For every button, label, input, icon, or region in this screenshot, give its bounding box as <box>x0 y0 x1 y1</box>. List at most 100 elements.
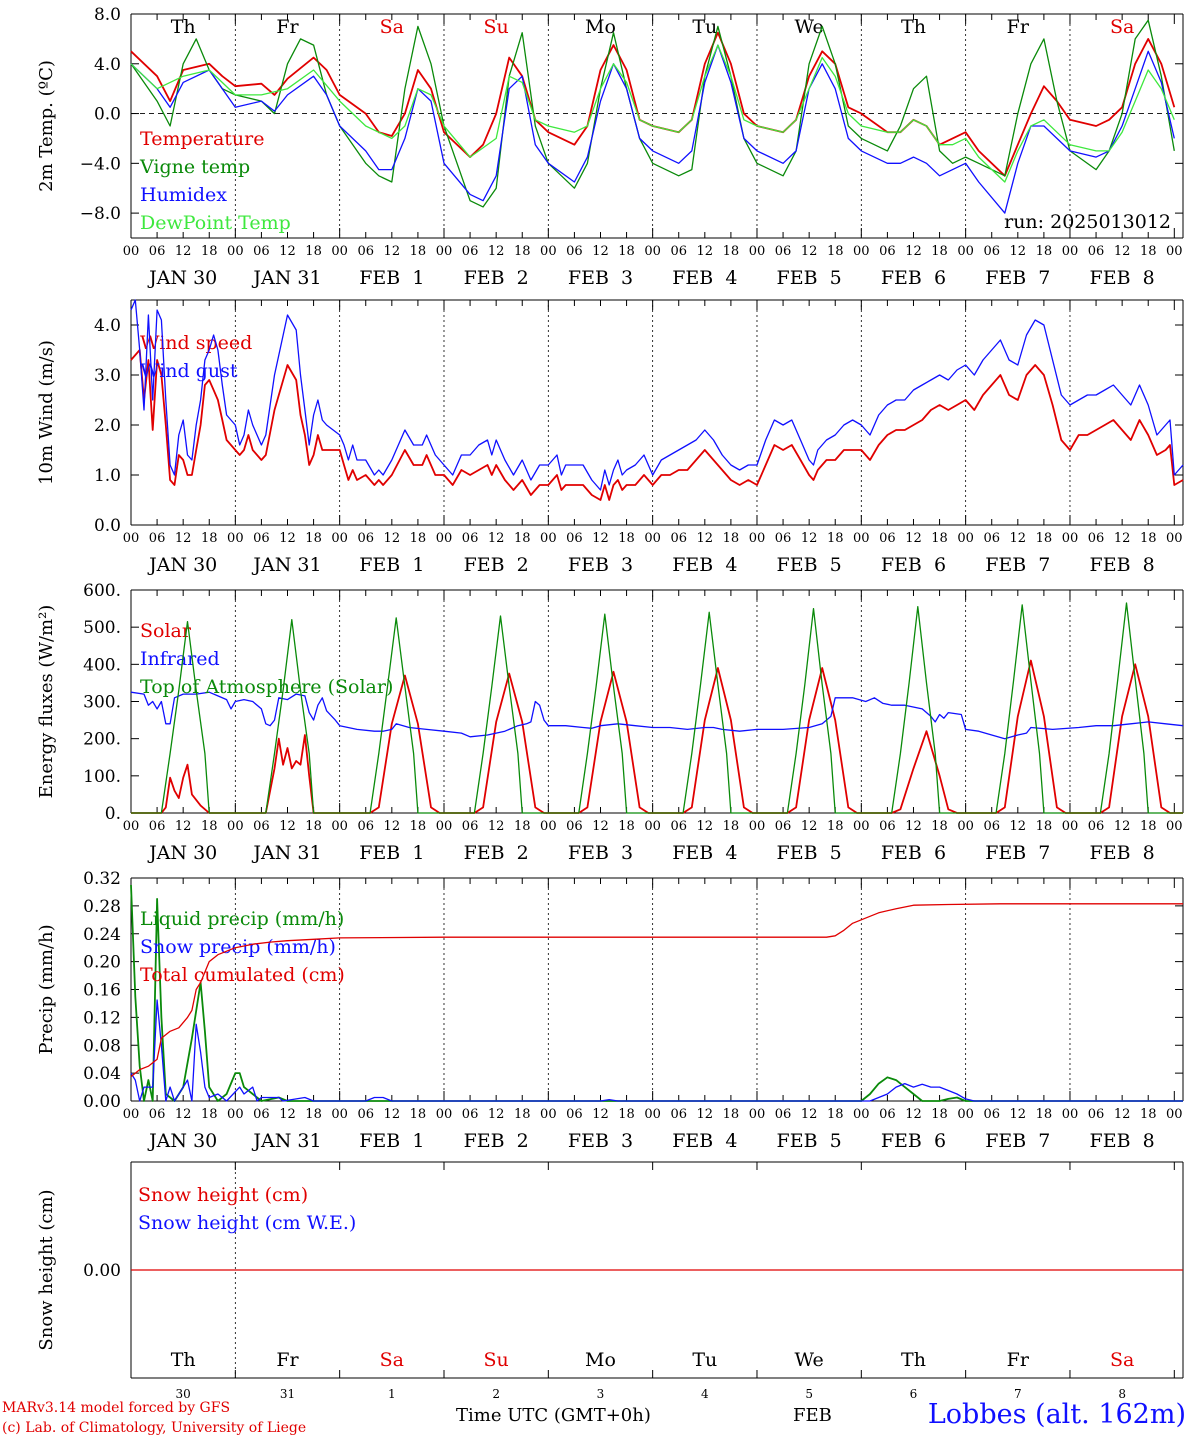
hour-tick-label: 18 <box>410 244 427 259</box>
hour-tick-label: 06 <box>149 531 166 546</box>
hour-tick-label: 00 <box>644 244 661 259</box>
hour-tick-label: 06 <box>253 1107 270 1122</box>
day-number-label: 7 <box>1014 1387 1022 1401</box>
day-label: FEB 6 <box>881 1130 946 1152</box>
hour-tick-label: 00 <box>644 1107 661 1122</box>
hour-tick-label: 12 <box>279 244 296 259</box>
series-line-wind-gust <box>130 299 1184 491</box>
y-axis-title: 2m Temp. (ºC) <box>36 60 57 192</box>
model-credit: MARv3.14 model forced by GFS <box>2 1400 231 1416</box>
hour-tick-label: 06 <box>775 1107 792 1122</box>
y-tick-label: 0.0 <box>94 105 121 125</box>
hour-tick-label: 18 <box>1140 531 1157 546</box>
hour-tick-label: 18 <box>201 244 218 259</box>
hour-tick-label: 00 <box>331 244 348 259</box>
series-line-humidex <box>130 44 1175 214</box>
day-label: FEB 3 <box>568 1130 633 1152</box>
weekday-label: Tu <box>692 16 717 38</box>
hour-tick-label: 12 <box>384 531 401 546</box>
weekday-label: Th <box>901 1349 926 1371</box>
series-line-total-cumulated-cm- <box>130 903 1183 1078</box>
month-label: FEB <box>793 1405 832 1426</box>
day-label: FEB 3 <box>568 267 633 289</box>
hour-tick-label: 18 <box>305 1107 322 1122</box>
weekday-label: Th <box>901 16 926 38</box>
hour-tick-label: 00 <box>1062 531 1079 546</box>
hour-tick-label: 06 <box>462 819 479 834</box>
hour-tick-label: 06 <box>357 531 374 546</box>
weekday-label: Th <box>171 16 196 38</box>
weekday-label: Sa <box>380 16 404 38</box>
series-line-dewpoint-temp <box>130 44 1175 183</box>
y-tick-label: 0.00 <box>83 1261 121 1281</box>
hour-tick-label: 00 <box>436 1107 453 1122</box>
hour-tick-label: 18 <box>1140 1107 1157 1122</box>
day-label: FEB 1 <box>359 1130 424 1152</box>
time-axis-label: Time UTC (GMT+0h) <box>456 1405 651 1426</box>
weekday-label: Th <box>171 1349 196 1371</box>
hour-tick-label: 18 <box>305 531 322 546</box>
hour-tick-label: 18 <box>827 1107 844 1122</box>
hour-tick-label: 00 <box>1062 1107 1079 1122</box>
hour-tick-label: 18 <box>931 244 948 259</box>
y-tick-label: 4.0 <box>94 316 121 336</box>
day-label: FEB 2 <box>464 267 529 289</box>
legend-entry: DewPoint Temp <box>140 212 291 234</box>
hour-tick-label: 18 <box>1036 244 1053 259</box>
hour-tick-label: 00 <box>123 819 140 834</box>
hour-tick-label: 12 <box>801 819 818 834</box>
day-number-label: 1 <box>388 1387 396 1401</box>
hour-tick-label: 06 <box>670 1107 687 1122</box>
day-number-label: 2 <box>492 1387 500 1401</box>
hour-tick-label: 06 <box>357 244 374 259</box>
hour-tick-label: 12 <box>279 531 296 546</box>
weekday-label: Fr <box>1007 1349 1030 1371</box>
weekday-label: We <box>795 1349 824 1371</box>
day-label: FEB 1 <box>359 842 424 864</box>
hour-tick-label: 06 <box>1088 819 1105 834</box>
hour-tick-label: 00 <box>331 531 348 546</box>
hour-tick-label: 06 <box>566 244 583 259</box>
hour-tick-label: 00 <box>227 531 244 546</box>
day-label: FEB 5 <box>777 1130 842 1152</box>
hour-tick-label: 12 <box>488 1107 505 1122</box>
hour-tick-label: 00 <box>749 819 766 834</box>
lab-credit: (c) Lab. of Climatology, University of L… <box>2 1420 307 1436</box>
hour-tick-label: 12 <box>697 1107 714 1122</box>
day-label: FEB 6 <box>881 554 946 576</box>
hour-tick-label: 18 <box>723 244 740 259</box>
hour-tick-label: 06 <box>983 1107 1000 1122</box>
hour-tick-label: 06 <box>566 819 583 834</box>
hour-tick-label: 18 <box>410 819 427 834</box>
hour-tick-label: 18 <box>618 1107 635 1122</box>
y-tick-label: 0.16 <box>83 981 121 1001</box>
y-tick-label: 8.0 <box>94 5 121 25</box>
station-label: Lobbes (alt. 162m) <box>927 1399 1186 1430</box>
hour-tick-label: 12 <box>488 819 505 834</box>
day-label: FEB 8 <box>1090 554 1155 576</box>
hour-tick-label: 12 <box>592 1107 609 1122</box>
hour-tick-label: 00 <box>123 244 140 259</box>
y-tick-label: 500. <box>83 618 121 638</box>
hour-tick-label: 12 <box>279 819 296 834</box>
hour-tick-label: 06 <box>879 531 896 546</box>
day-label: FEB 3 <box>568 554 633 576</box>
hour-tick-label: 12 <box>1114 531 1131 546</box>
hour-tick-label: 00 <box>540 531 557 546</box>
hour-tick-label: 00 <box>123 531 140 546</box>
weekday-label: Su <box>484 16 509 38</box>
hour-tick-label: 18 <box>1036 1107 1053 1122</box>
hour-tick-label: 06 <box>149 244 166 259</box>
day-label: FEB 4 <box>672 554 737 576</box>
hour-tick-label: 12 <box>697 819 714 834</box>
hour-tick-label: 06 <box>879 819 896 834</box>
hour-tick-label: 18 <box>827 531 844 546</box>
day-label: FEB 8 <box>1090 267 1155 289</box>
day-label: FEB 8 <box>1090 842 1155 864</box>
hour-tick-label: 12 <box>905 531 922 546</box>
hour-tick-label: 06 <box>462 244 479 259</box>
y-axis-title: 10m Wind (m/s) <box>36 340 57 485</box>
y-tick-label: 0.04 <box>83 1064 121 1084</box>
hour-tick-label: 00 <box>1062 819 1079 834</box>
